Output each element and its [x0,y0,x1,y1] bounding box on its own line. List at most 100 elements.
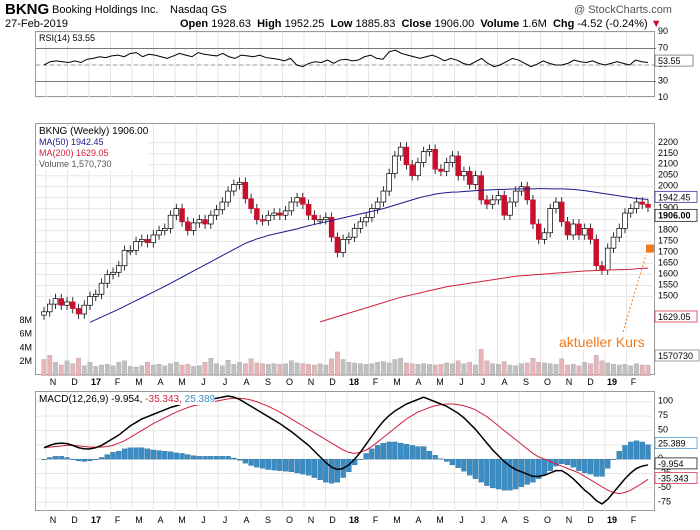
candle-body [75,308,82,315]
volume-bar [496,364,501,376]
candle-body [277,212,283,216]
rsi-axis-label: 50 [658,59,668,69]
histogram-bar [374,445,381,460]
price-axis-label: 1600 [658,268,678,278]
x-axis-label-macd: F [631,515,637,525]
candle-body [248,198,254,209]
candle-body [225,190,231,203]
candle-body [524,186,530,201]
candle-body [190,222,197,231]
volume-bar [415,364,421,376]
volume-bar [444,362,450,376]
macd-panel: MACD(12,26,9) -9.954, -35.343, 25.389 [35,391,656,512]
x-axis-label-price: 19 [607,377,617,387]
volume-bar [358,363,363,376]
x-axis-label-macd: F [373,515,379,525]
candle-body [351,228,358,238]
volume-bar [271,363,277,376]
x-axis-label-macd: J [223,515,228,525]
price-axis-label: 2100 [658,159,678,169]
macd-axis-label: 50 [658,424,668,434]
price-axis-label: 1900 [658,203,678,213]
histogram-bar [639,441,645,460]
histogram-bar [645,444,651,460]
candle-body [213,209,220,216]
histogram-bar [472,459,479,479]
candle-body [254,208,260,220]
histogram-bar [363,453,369,460]
x-axis-label-price: N [50,377,57,387]
histogram-bar [357,459,364,460]
volume-bar [478,348,484,376]
candle-body [305,203,312,216]
volume-bar [513,365,519,376]
candle-body [139,239,145,242]
histogram-bar [334,459,341,483]
candle-body [282,210,289,216]
price-axis-label: 1800 [658,225,678,235]
candle-body [271,212,277,216]
volume-bar [622,364,628,376]
volume-bar [363,364,369,376]
candle-body [110,271,116,275]
rsi-value-label: 53.55 [658,56,681,66]
volume-bar [312,364,317,376]
volume-bar [323,364,329,376]
candle-body [622,212,628,229]
volume-bar [639,364,645,376]
x-axis-label-macd: A [501,515,507,525]
price-axis-label: 2150 [658,148,678,158]
candle-body [633,201,640,209]
macd-plot [36,392,656,512]
candle-body [242,181,249,200]
candle-body [173,208,180,216]
candle-body [121,249,128,267]
price-axis-label: 1550 [658,279,678,289]
histogram-bar [156,450,162,460]
open-value: 1928.63 [211,18,251,30]
histogram-bar [599,459,605,477]
x-axis-label-price: J [201,377,206,387]
histogram-bar [259,459,266,469]
macd-line [43,395,649,505]
histogram-bar [605,459,611,469]
histogram-bar [87,459,93,462]
volume-bar [588,363,593,376]
candle-body [397,146,404,157]
x-axis-label-macd: S [265,515,271,525]
signal-value-label: -35.343 [658,473,689,483]
histogram-bar [478,459,484,483]
x-axis-label-price: M [436,377,444,387]
histogram-bar [144,448,151,460]
volume-bar [524,362,530,376]
histogram-bar [536,459,542,479]
candle-body [300,197,306,205]
histogram-bar [219,456,225,460]
volume-bar [208,357,214,376]
volume-bar [645,365,651,376]
volume-value-box [654,349,700,362]
x-axis-label-macd: 19 [607,515,617,525]
candle-body [392,155,398,174]
histogram-bar [317,459,323,481]
volume-bar [294,362,300,376]
volume-bar [47,355,53,376]
chg-label: Chg [552,18,575,30]
candle-body [610,236,617,249]
candle-body [604,247,611,271]
candle-body [599,265,605,271]
histogram-bar [202,456,208,460]
histogram-bar [225,456,231,460]
candle-body [380,190,387,203]
candle-body [576,223,582,236]
volume-bar [110,365,116,376]
histogram-bar [426,450,433,460]
volume-bar [64,360,70,376]
x-axis-label-price: F [373,377,379,387]
watermark: @ StockCharts.com [574,4,672,16]
volume-bar [381,361,386,376]
candle-body [70,301,76,309]
histogram-bar [616,450,622,460]
macd-title-name: MACD(12,26,9) [39,394,109,405]
macd-axis-label: 100 [658,396,673,406]
